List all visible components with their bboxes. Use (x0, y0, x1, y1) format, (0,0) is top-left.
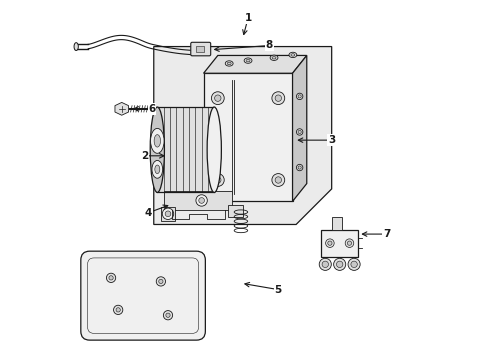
Circle shape (196, 195, 207, 206)
Circle shape (106, 273, 116, 283)
Bar (164, 191, 232, 210)
Ellipse shape (74, 42, 78, 50)
Circle shape (214, 95, 221, 102)
Text: 7: 7 (383, 229, 390, 239)
Circle shape (336, 261, 342, 267)
Polygon shape (203, 55, 306, 73)
Polygon shape (292, 55, 306, 201)
Circle shape (322, 261, 328, 267)
Ellipse shape (296, 129, 302, 135)
Circle shape (347, 258, 359, 270)
Ellipse shape (296, 93, 302, 100)
Ellipse shape (150, 129, 164, 153)
Ellipse shape (296, 165, 302, 171)
Circle shape (162, 208, 173, 220)
FancyBboxPatch shape (190, 42, 210, 56)
FancyBboxPatch shape (81, 251, 205, 340)
Ellipse shape (290, 54, 294, 56)
Circle shape (211, 174, 224, 186)
Circle shape (319, 258, 331, 270)
Text: 1: 1 (244, 13, 251, 23)
Ellipse shape (271, 57, 275, 59)
Circle shape (211, 92, 224, 104)
Bar (320, 230, 358, 257)
Text: 8: 8 (265, 40, 272, 50)
Ellipse shape (244, 58, 251, 63)
Ellipse shape (227, 62, 231, 65)
Ellipse shape (269, 55, 277, 60)
Circle shape (275, 95, 281, 102)
Circle shape (159, 279, 163, 284)
Circle shape (350, 261, 357, 267)
Circle shape (116, 308, 120, 312)
Bar (228, 205, 242, 217)
Circle shape (165, 313, 170, 318)
Text: 4: 4 (144, 208, 152, 218)
Circle shape (113, 305, 122, 315)
Circle shape (333, 258, 345, 270)
Text: 5: 5 (274, 285, 282, 294)
Ellipse shape (245, 59, 249, 62)
Ellipse shape (298, 166, 301, 169)
Circle shape (327, 241, 331, 245)
Text: 6: 6 (148, 104, 155, 114)
Circle shape (271, 92, 284, 104)
Text: 3: 3 (327, 135, 335, 145)
Ellipse shape (207, 107, 221, 193)
Circle shape (198, 198, 204, 203)
Bar (157, 107, 214, 193)
Circle shape (325, 239, 333, 247)
Circle shape (346, 241, 351, 245)
Circle shape (163, 311, 172, 320)
Circle shape (275, 177, 281, 183)
Circle shape (156, 277, 165, 286)
Ellipse shape (155, 165, 160, 174)
Bar (161, 207, 175, 221)
Ellipse shape (154, 135, 160, 147)
Bar (203, 73, 292, 201)
Bar (196, 46, 204, 52)
Circle shape (165, 211, 170, 217)
Ellipse shape (288, 52, 296, 58)
Ellipse shape (298, 130, 301, 134)
Circle shape (109, 276, 113, 280)
Polygon shape (153, 46, 331, 225)
Bar (331, 217, 341, 230)
Polygon shape (115, 103, 128, 115)
Circle shape (345, 239, 353, 247)
Text: 2: 2 (141, 151, 148, 161)
Circle shape (214, 177, 221, 183)
Ellipse shape (152, 161, 163, 178)
Ellipse shape (150, 107, 164, 193)
Ellipse shape (298, 95, 301, 98)
Circle shape (271, 174, 284, 186)
Ellipse shape (225, 61, 233, 66)
